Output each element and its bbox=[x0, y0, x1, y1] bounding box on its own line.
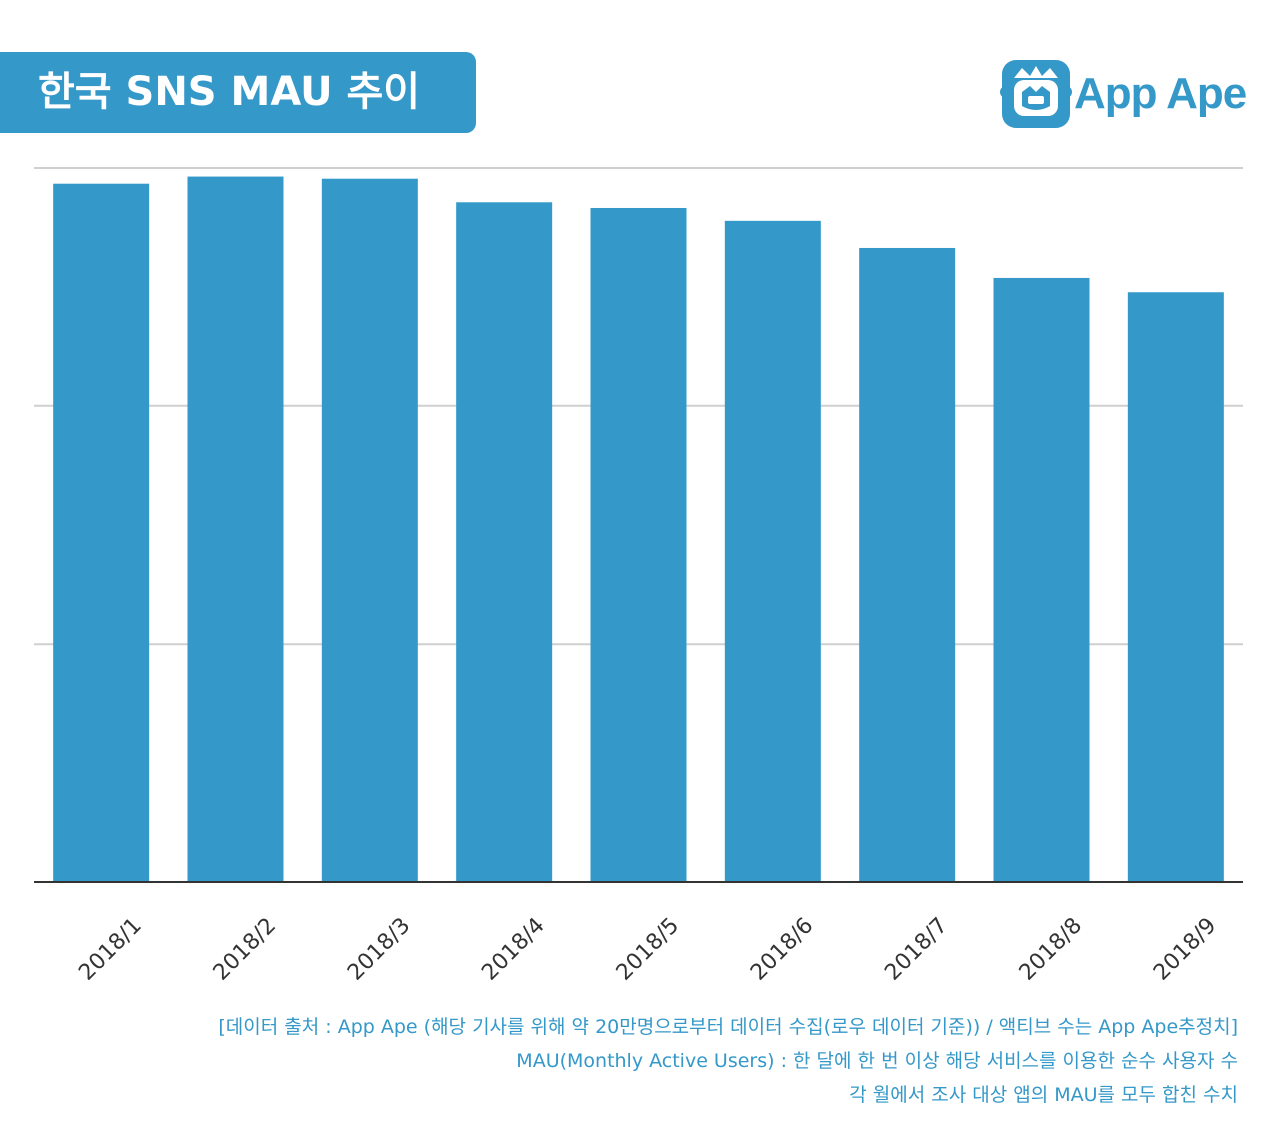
x-tick-label: 2018/8 bbox=[1015, 913, 1087, 985]
bar bbox=[456, 202, 553, 883]
bar bbox=[859, 247, 956, 882]
x-tick-label: 2018/5 bbox=[612, 913, 684, 985]
bar bbox=[724, 220, 821, 882]
bar bbox=[53, 183, 150, 882]
footnote-mau-definition: MAU(Monthly Active Users) : 한 달에 한 번 이상 … bbox=[516, 1050, 1238, 1072]
bar-chart: 2018/1 2018/2 2018/3 2018/4 2018/5 2018/6 2018… bbox=[34, 167, 1243, 986]
app-ape-monkey-icon bbox=[1000, 60, 1072, 128]
bar bbox=[590, 207, 687, 882]
footnotes: [데이터 출처 : App Ape (해당 기사를 위해 약 20만명으로부터 … bbox=[218, 1010, 1238, 1112]
x-tick-label: 2018/9 bbox=[1149, 913, 1221, 985]
bar bbox=[1127, 292, 1224, 883]
app-ape-logo: App Ape bbox=[1000, 58, 1270, 130]
footnote-sum-note: 각 월에서 조사 대상 앱의 MAU를 모두 합친 수치 bbox=[849, 1084, 1238, 1106]
title-banner: 한국 SNS MAU 추이 bbox=[0, 52, 476, 133]
x-tick-label: 2018/1 bbox=[74, 913, 146, 985]
x-tick-label: 2018/7 bbox=[880, 913, 952, 985]
x-tick-label: 2018/4 bbox=[477, 913, 549, 985]
bar bbox=[993, 277, 1090, 882]
x-tick-label: 2018/6 bbox=[746, 913, 818, 985]
app-ape-wordmark: App Ape bbox=[1074, 69, 1247, 118]
chart-title: 한국 SNS MAU 추이 bbox=[38, 69, 421, 115]
x-tick-label: 2018/3 bbox=[343, 913, 415, 985]
bar bbox=[321, 178, 418, 883]
footnote-source: [데이터 출처 : App Ape (해당 기사를 위해 약 20만명으로부터 … bbox=[218, 1016, 1238, 1038]
x-tick-label: 2018/2 bbox=[209, 913, 281, 985]
bar bbox=[187, 176, 284, 882]
